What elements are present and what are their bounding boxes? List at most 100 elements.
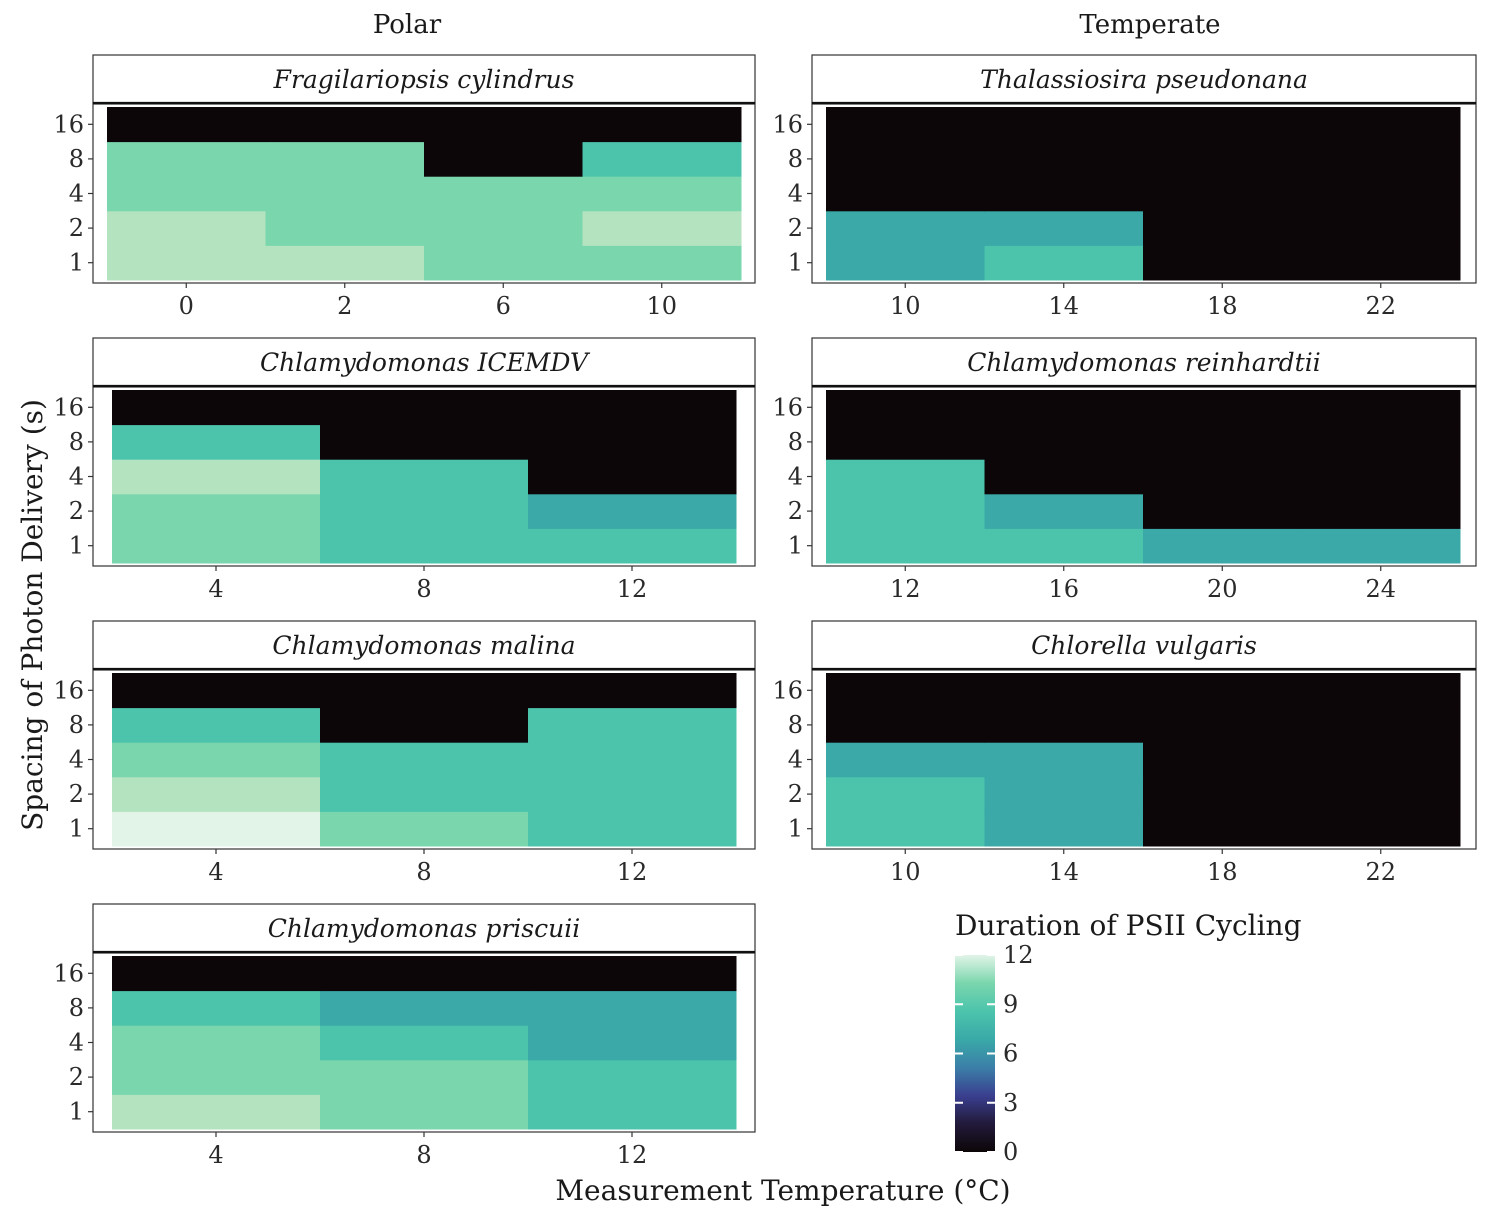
heatmap-cell bbox=[112, 1059, 321, 1095]
heatmap-cell bbox=[107, 107, 266, 143]
y-tick-label: 4 bbox=[69, 463, 84, 491]
x-tick-label: 8 bbox=[416, 575, 431, 603]
y-tick-label: 8 bbox=[69, 711, 84, 739]
heatmap-cell bbox=[1143, 176, 1302, 212]
legend-tick-label: 3 bbox=[1003, 1089, 1018, 1117]
y-axis-title: Spacing of Photon Delivery (s) bbox=[16, 399, 49, 831]
heatmap-cell bbox=[1143, 707, 1302, 743]
heatmap-cell bbox=[107, 176, 266, 212]
y-tick-label: 1 bbox=[69, 532, 84, 560]
panel-5: Chlorella vulgaris 1 2 4 8 16 10 14 18 22 bbox=[772, 620, 1477, 886]
legend-title: Duration of PSII Cycling bbox=[955, 909, 1302, 942]
legend-tick-label: 12 bbox=[1003, 941, 1034, 969]
y-tick-label: 1 bbox=[69, 815, 84, 843]
x-tick-label: 10 bbox=[646, 292, 677, 320]
heatmap-cell bbox=[1301, 459, 1461, 495]
heatmap-cell bbox=[826, 176, 985, 212]
y-tick-label: 4 bbox=[69, 180, 84, 208]
x-tick-label: 4 bbox=[208, 575, 223, 603]
heatmap-cell bbox=[984, 707, 1144, 743]
heatmap-cell bbox=[1301, 107, 1461, 143]
x-tick-label: 8 bbox=[416, 858, 431, 886]
y-tick-label: 16 bbox=[53, 676, 84, 704]
heatmap-cell bbox=[1301, 811, 1461, 847]
heatmap-cell bbox=[528, 707, 737, 743]
facet-title: Chlamydomonas reinhardtii bbox=[967, 348, 1320, 377]
y-tick-label: 8 bbox=[788, 428, 803, 456]
x-tick-label: 2 bbox=[337, 292, 352, 320]
heatmap-cell bbox=[826, 424, 985, 460]
y-tick-label: 2 bbox=[788, 214, 803, 242]
x-tick-label: 6 bbox=[496, 292, 511, 320]
heatmap-cell bbox=[1143, 673, 1302, 709]
panel-1: Thalassiosira pseudonana 1 2 4 8 16 10 14 18 22 bbox=[772, 54, 1477, 320]
facet-title: Chlamydomonas malina bbox=[272, 631, 575, 660]
color-legend: Duration of PSII Cycling 12 9 6 3 0 bbox=[955, 909, 1302, 1166]
x-tick-label: 12 bbox=[617, 1141, 648, 1169]
heatmap-cell bbox=[1143, 390, 1302, 426]
heatmap-cell bbox=[1143, 424, 1302, 460]
heatmap-cell bbox=[320, 424, 529, 460]
heatmap-cell bbox=[1143, 493, 1302, 529]
heatmap-cell bbox=[582, 141, 742, 177]
heatmap-cell bbox=[826, 707, 985, 743]
y-tick-label: 16 bbox=[772, 393, 803, 421]
heatmap-cell bbox=[528, 1094, 737, 1130]
x-tick-label: 4 bbox=[208, 1141, 223, 1169]
heatmap-cell bbox=[112, 707, 321, 743]
legend-ticks: 12 9 6 3 0 bbox=[955, 941, 1034, 1166]
heatmap-cell bbox=[320, 459, 529, 495]
facet-strip bbox=[92, 54, 756, 104]
x-tick-label: 4 bbox=[208, 858, 223, 886]
y-tick-label: 4 bbox=[69, 746, 84, 774]
heatmap-cell bbox=[984, 459, 1144, 495]
facet-title: Chlamydomonas ICEMDV bbox=[260, 348, 591, 377]
y-tick-label: 1 bbox=[788, 532, 803, 560]
heatmap-cell bbox=[1301, 493, 1461, 529]
heatmap-cell bbox=[1301, 707, 1461, 743]
heatmap-cell bbox=[320, 707, 529, 743]
heatmap-cell bbox=[528, 493, 737, 529]
y-tick-label: 1 bbox=[788, 815, 803, 843]
heatmap-cell bbox=[1301, 176, 1461, 212]
column-title-polar: Polar bbox=[373, 10, 442, 40]
heatmap-cell bbox=[424, 141, 583, 177]
facet-strip bbox=[92, 903, 756, 953]
x-tick-label: 18 bbox=[1207, 858, 1238, 886]
heatmap-cell bbox=[582, 245, 742, 281]
heatmap-cell bbox=[112, 1025, 321, 1061]
heatmap-cell bbox=[320, 528, 529, 564]
heatmap-cell bbox=[320, 1059, 529, 1095]
heatmap-cell bbox=[265, 210, 425, 246]
heatmap-cell bbox=[826, 742, 985, 778]
heatmap-cell bbox=[826, 673, 985, 709]
x-tick-label: 22 bbox=[1365, 292, 1396, 320]
heatmap-cell bbox=[528, 459, 737, 495]
y-tick-label: 2 bbox=[69, 214, 84, 242]
heatmap-cell bbox=[1143, 107, 1302, 143]
x-tick-label: 14 bbox=[1048, 292, 1079, 320]
heatmap-cell bbox=[112, 528, 321, 564]
x-tick-label: 12 bbox=[890, 575, 921, 603]
heatmap-cell bbox=[1143, 528, 1302, 564]
heatmap-cell bbox=[582, 210, 742, 246]
y-tick-label: 8 bbox=[69, 428, 84, 456]
heatmap-cell bbox=[984, 776, 1144, 812]
x-tick-label: 12 bbox=[617, 858, 648, 886]
y-tick-label: 4 bbox=[788, 746, 803, 774]
y-tick-label: 16 bbox=[53, 959, 84, 987]
heatmap-cell bbox=[107, 210, 266, 246]
heatmap-cell bbox=[984, 742, 1144, 778]
heatmap-cell bbox=[984, 673, 1144, 709]
heatmap-cell bbox=[112, 390, 321, 426]
heatmap-cell bbox=[528, 424, 737, 460]
facet-strip bbox=[811, 337, 1477, 387]
heatmap-cell bbox=[265, 245, 425, 281]
x-tick-label: 12 bbox=[617, 575, 648, 603]
heatmap-cell bbox=[528, 742, 737, 778]
heatmap-cell bbox=[1143, 141, 1302, 177]
heatmap-cell bbox=[826, 107, 985, 143]
